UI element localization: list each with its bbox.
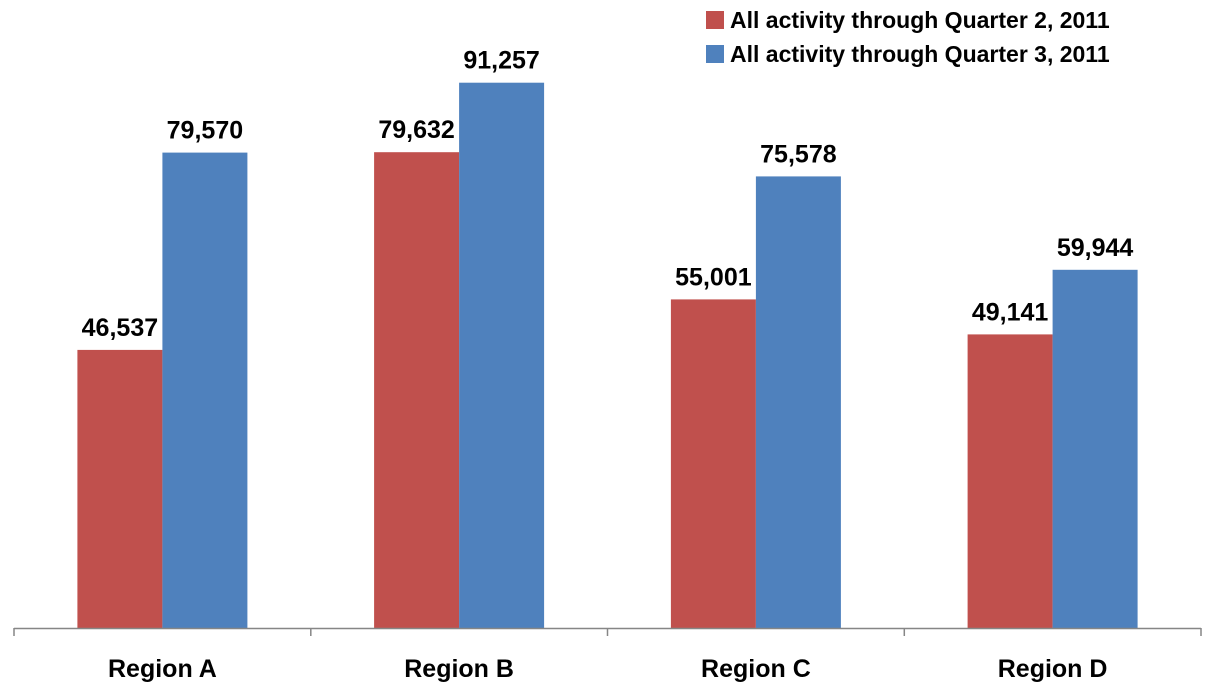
legend-item-q3: All activity through Quarter 3, 2011 xyxy=(706,40,1110,68)
x-tick-label-region-b: Region B xyxy=(404,655,514,683)
data-labels-layer: 46,537 79,570 79,632 91,257 55,001 75,578 49,1… xyxy=(82,47,1134,342)
data-label-region-a-series-1: 46,537 xyxy=(82,314,158,342)
legend-item-q2: All activity through Quarter 2, 2011 xyxy=(706,6,1110,34)
bars-layer xyxy=(77,82,1138,628)
data-label-region-d-series-2: 59,944 xyxy=(1057,234,1134,262)
legend-label-q2: All activity through Quarter 2, 2011 xyxy=(730,6,1110,33)
legend-label-q3: All activity through Quarter 3, 2011 xyxy=(730,40,1110,67)
data-label-region-b-series-1: 79,632 xyxy=(378,116,454,144)
data-label-region-b-series-2: 91,257 xyxy=(463,47,539,75)
bar-region-a-series-1 xyxy=(77,349,163,628)
data-label-region-c-series-1: 55,001 xyxy=(675,263,752,291)
data-label-region-d-series-1: 49,141 xyxy=(972,298,1049,326)
bar-region-c-series-2 xyxy=(755,176,841,628)
x-axis: Region A Region B Region C Region D xyxy=(13,627,1202,683)
x-tick-label-region-a: Region A xyxy=(108,655,217,683)
bar-region-a-series-2 xyxy=(162,152,248,628)
bar-region-b-series-1 xyxy=(374,152,460,628)
data-label-region-c-series-2: 75,578 xyxy=(760,140,837,168)
legend-swatch-q2 xyxy=(706,11,724,29)
bar-region-c-series-1 xyxy=(670,299,756,628)
legend: All activity through Quarter 2, 2011 All… xyxy=(706,6,1110,74)
legend-swatch-q3 xyxy=(706,45,724,63)
x-tick-label-region-c: Region C xyxy=(701,655,811,683)
data-label-region-a-series-2: 79,570 xyxy=(167,117,243,145)
bar-region-d-series-2 xyxy=(1052,269,1138,628)
bar-region-b-series-2 xyxy=(459,82,545,628)
x-tick-label-region-d: Region D xyxy=(998,655,1108,683)
bar-region-d-series-1 xyxy=(967,334,1053,628)
